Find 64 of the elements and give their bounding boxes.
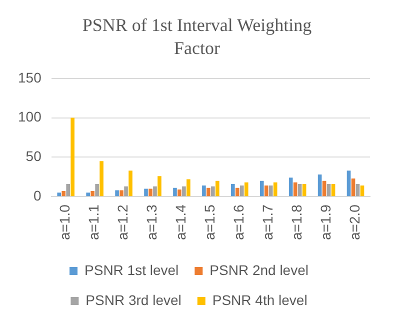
x-tick-label: a=1.9 bbox=[317, 204, 334, 240]
bar bbox=[124, 186, 128, 196]
bar bbox=[62, 191, 66, 196]
bar bbox=[211, 186, 215, 196]
bar bbox=[148, 188, 152, 196]
bar bbox=[351, 178, 356, 196]
bar bbox=[206, 188, 210, 196]
bar bbox=[302, 184, 306, 196]
legend-label: PSNR 2nd level bbox=[210, 262, 308, 278]
legend-label: PSNR 1st level bbox=[84, 262, 179, 278]
bar bbox=[57, 192, 62, 196]
x-tick-label: a=1.8 bbox=[288, 204, 304, 240]
bar bbox=[216, 180, 220, 196]
legend-label: PSNR 4th level bbox=[212, 292, 308, 308]
bar bbox=[120, 190, 124, 196]
x-tick-label: a=1.4 bbox=[172, 204, 189, 240]
bar bbox=[153, 186, 157, 196]
bar bbox=[298, 184, 302, 196]
x-tick-label: a=1.2 bbox=[114, 204, 131, 240]
x-tick-label: a=1.0 bbox=[56, 204, 73, 240]
bar bbox=[231, 184, 235, 196]
bar bbox=[86, 192, 90, 196]
bar bbox=[240, 186, 244, 196]
bar bbox=[90, 191, 94, 196]
bar bbox=[293, 182, 298, 196]
bar bbox=[268, 186, 273, 196]
x-tick-label: a=2.0 bbox=[346, 204, 362, 240]
bar bbox=[264, 186, 268, 196]
bar bbox=[100, 161, 104, 196]
bar bbox=[331, 184, 336, 196]
x-tick-label: a=1.1 bbox=[86, 204, 102, 240]
bar bbox=[128, 170, 132, 196]
bar bbox=[95, 184, 99, 196]
bar bbox=[260, 180, 264, 196]
bar bbox=[182, 186, 186, 196]
bar bbox=[158, 176, 162, 196]
bar bbox=[66, 184, 70, 196]
bar bbox=[144, 188, 148, 196]
bar bbox=[244, 182, 248, 196]
x-tick-label: a=1.5 bbox=[202, 204, 218, 240]
bar bbox=[356, 184, 360, 196]
bar bbox=[360, 186, 364, 196]
bar bbox=[346, 170, 351, 196]
chart-title: PSNR of 1st Interval Weighting Factor bbox=[81, 14, 313, 60]
bar bbox=[202, 186, 206, 196]
bar bbox=[115, 190, 119, 196]
y-tick-label: 100 bbox=[18, 108, 42, 125]
x-tick-label: a=1.7 bbox=[259, 204, 276, 240]
bar bbox=[70, 118, 74, 196]
bar bbox=[178, 189, 182, 196]
bar bbox=[326, 184, 331, 196]
legend-label: PSNR 3rd level bbox=[86, 292, 182, 308]
bar bbox=[273, 182, 278, 196]
bar bbox=[288, 178, 293, 196]
x-tick-label: a=1.3 bbox=[144, 204, 160, 240]
x-tick-label: a=1.6 bbox=[230, 204, 247, 240]
bar bbox=[318, 174, 322, 196]
bar bbox=[173, 188, 177, 196]
y-tick-label: 0 bbox=[34, 187, 42, 204]
bar bbox=[235, 188, 240, 196]
bar bbox=[186, 179, 190, 196]
y-tick-label: 150 bbox=[18, 69, 42, 86]
bar bbox=[322, 180, 326, 196]
y-tick-label: 50 bbox=[26, 148, 42, 164]
